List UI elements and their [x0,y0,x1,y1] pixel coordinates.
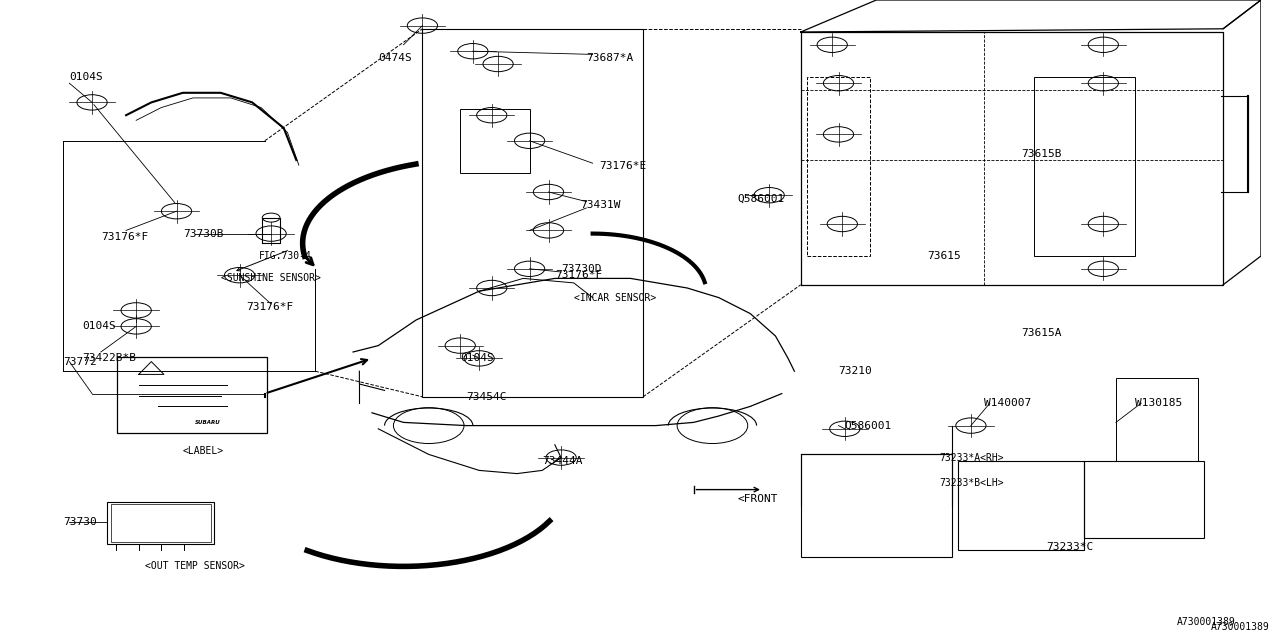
Text: SUBARU: SUBARU [195,420,221,426]
Text: 73233*B<LH>: 73233*B<LH> [940,478,1004,488]
Text: 0104S: 0104S [461,353,494,364]
Text: 0104S: 0104S [69,72,104,82]
Text: 0474S: 0474S [379,52,412,63]
Text: A730001389: A730001389 [1178,617,1235,627]
Text: 73176*F: 73176*F [246,302,293,312]
Text: 73730: 73730 [63,516,97,527]
Text: A730001389: A730001389 [1211,622,1270,632]
Text: <FRONT: <FRONT [737,494,778,504]
Text: 73422B*B: 73422B*B [82,353,136,364]
Bar [422,29,643,397]
Text: 73444A: 73444A [543,456,582,466]
Text: 73687*A: 73687*A [586,52,634,63]
Text: 73210: 73210 [838,366,872,376]
Bar [801,454,952,557]
Text: 73431W: 73431W [580,200,621,210]
Text: <SUNSHINE SENSOR>: <SUNSHINE SENSOR> [220,273,320,284]
Text: 73615: 73615 [927,251,960,261]
Text: 73730D: 73730D [561,264,602,274]
Text: Q586001: Q586001 [845,420,892,431]
Text: 73454C: 73454C [466,392,507,402]
Bar [1034,77,1135,256]
Bar [111,504,211,542]
Bar [1084,461,1204,538]
Bar [108,502,214,544]
Text: <OUT TEMP SENSOR>: <OUT TEMP SENSOR> [145,561,244,572]
Bar [959,461,1084,550]
Text: 73176*F: 73176*F [101,232,148,242]
Text: 0104S: 0104S [82,321,115,332]
Bar [1116,378,1198,461]
Text: 73730B: 73730B [183,228,223,239]
Text: 73233*A<RH>: 73233*A<RH> [940,452,1004,463]
Text: W140007: W140007 [983,398,1030,408]
Text: FIG.730-4: FIG.730-4 [259,251,311,261]
Text: Q586001: Q586001 [737,193,785,204]
Text: <INCAR SENSOR>: <INCAR SENSOR> [573,292,655,303]
Bar [806,77,870,256]
Text: 73615A: 73615A [1021,328,1062,338]
Text: W130185: W130185 [1135,398,1183,408]
Text: 73615B: 73615B [1021,148,1062,159]
Text: 73176*F: 73176*F [554,270,602,280]
Text: 73176*E: 73176*E [599,161,646,172]
Text: <LABEL>: <LABEL> [183,446,224,456]
Bar [461,109,530,173]
Text: 73233*C: 73233*C [1047,542,1094,552]
Text: 73772: 73772 [63,356,97,367]
